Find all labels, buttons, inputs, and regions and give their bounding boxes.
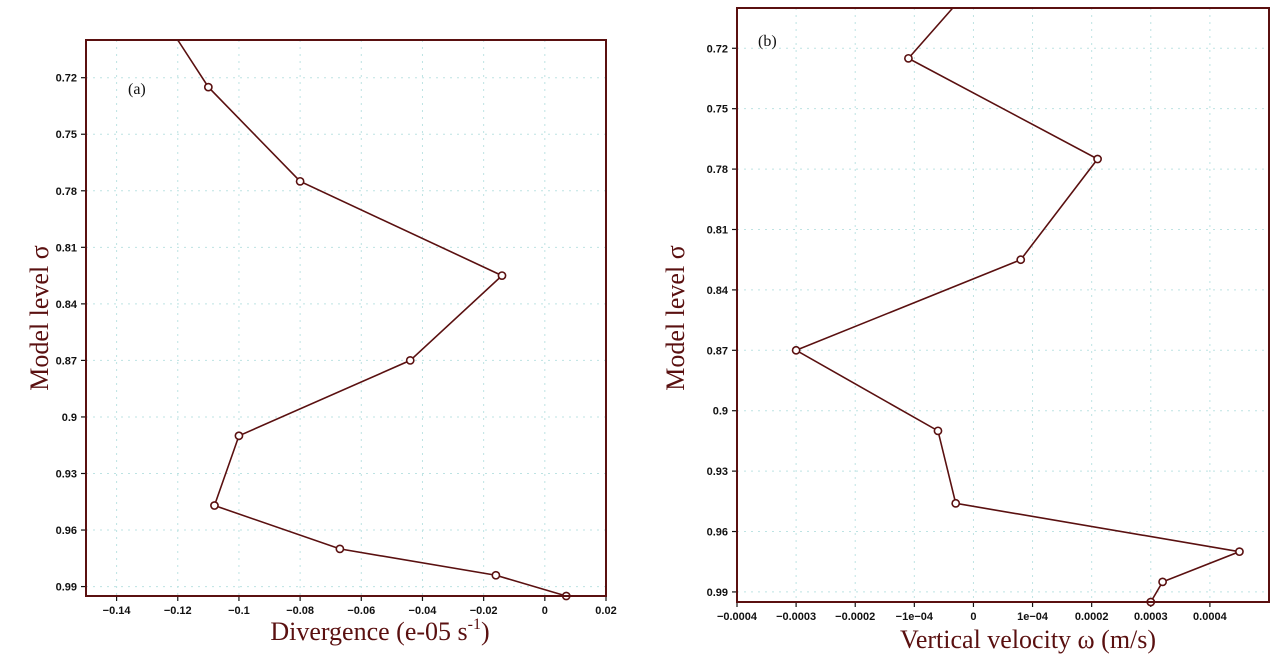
- panel-b-y-tick-label: 0.84: [707, 285, 729, 297]
- panel-a-y-tick-label: 0.81: [56, 242, 77, 254]
- panel-a-y-ticks: 0.72 0.75 0.78 0.81 0.84 0.87 0.9 0.93 0.96 0.99: [56, 73, 86, 594]
- panel-b-series-line: [794, 7, 1243, 603]
- panel-a-data-point: [234, 431, 244, 441]
- panel-b-y-tick-label: 0.78: [707, 164, 728, 176]
- panel-b-y-tick-label: 0.99: [707, 587, 728, 599]
- panel-b-x-tick-label: 0: [970, 611, 976, 623]
- panel-a-y-tick-label: 0.84: [56, 299, 78, 311]
- panel-b-x-axis-title: Vertical velocity ω (m/s): [900, 625, 1156, 654]
- panel-a-y-tick-label: 0.9: [62, 412, 77, 424]
- panel-a-x-tick-label: −0.1: [228, 605, 250, 617]
- panel-b-data-point: [904, 53, 913, 63]
- panel-a-series: [177, 39, 571, 601]
- panel-a-data-point: [203, 82, 213, 92]
- panel-b-y-ticks: 0.72 0.75 0.78 0.81 0.84 0.87 0.9 0.93 0.96 0.99: [707, 43, 737, 599]
- panel-a-x-ticks: −0.14 −0.12 −0.1 −0.08 −0.06 −0.04 −0.02 0 0.02: [103, 596, 617, 617]
- panel-b-data-point: [1093, 154, 1102, 164]
- panel-b-vertical-velocity: −0.0004 −0.0003 −0.0002 −1e−04 0 1e−04 0.0002 0…: [661, 7, 1270, 654]
- panel-b-data-point: [1235, 547, 1244, 557]
- panel-b-series: [791, 7, 1244, 607]
- panel-a-x-tick-label: 0.02: [595, 605, 616, 617]
- panel-b-y-tick-label: 0.81: [707, 224, 728, 236]
- panel-b-grid: [737, 8, 1269, 602]
- panel-b-data-point: [1016, 255, 1026, 265]
- panel-b-y-tick-label: 0.87: [707, 345, 728, 357]
- panel-a-x-tick-label: −0.04: [409, 605, 438, 617]
- panel-b-data-point: [933, 426, 943, 436]
- panel-a-x-tick-label: −0.14: [103, 605, 132, 617]
- panel-b-label: (b): [758, 33, 777, 50]
- panel-a-x-axis-title-superscript: -1: [468, 616, 481, 633]
- panel-a-y-tick-label: 0.99: [56, 582, 77, 594]
- panel-b-data-point: [1158, 577, 1167, 587]
- panel-a-x-axis-title: Divergence (e-05 s-1): [270, 616, 489, 646]
- panel-a-data-point: [335, 544, 345, 554]
- panel-a-grid: [86, 40, 606, 596]
- panel-b-y-tick-label: 0.75: [707, 104, 728, 116]
- panel-b-x-tick-label: 0.0002: [1075, 611, 1109, 623]
- panel-b-y-tick-label: 0.72: [707, 43, 728, 55]
- panel-b-x-tick-label: 0.0003: [1134, 611, 1168, 623]
- panel-a-x-tick-label: 0: [542, 605, 548, 617]
- panel-a-data-point: [405, 356, 415, 365]
- panel-b-x-tick-label: −0.0002: [835, 611, 875, 623]
- panel-b-data-point: [951, 498, 961, 508]
- panel-a-plot-frame: [85, 39, 607, 597]
- panel-a-series-line: [177, 39, 567, 597]
- panel-a-y-tick-label: 0.96: [56, 525, 77, 537]
- panel-a-data-point: [497, 271, 507, 280]
- panel-b-y-tick-label: 0.93: [707, 466, 728, 478]
- panel-a-data-point: [295, 176, 305, 186]
- panel-a-y-tick-label: 0.72: [56, 73, 77, 85]
- panel-a-y-tick-label: 0.75: [56, 129, 77, 141]
- panel-a-x-axis-title-main: Divergence (e-05 s: [270, 617, 467, 646]
- panel-a-divergence: −0.14 −0.12 −0.1 −0.08 −0.06 −0.04 −0.02 0 0.02 …: [25, 39, 617, 646]
- panel-b-x-tick-label: −0.0004: [717, 611, 758, 623]
- panel-b-x-ticks: −0.0004 −0.0003 −0.0002 −1e−04 0 1e−04 0.0002 0…: [717, 602, 1228, 623]
- panel-b-x-tick-label: −1e−04: [896, 611, 934, 623]
- panel-b-x-tick-label: 0.0004: [1193, 611, 1228, 623]
- panel-b-y-tick-label: 0.9: [713, 406, 728, 418]
- panel-b-data-point: [791, 345, 801, 355]
- panel-a-x-axis-title-tail: ): [481, 617, 490, 646]
- panel-a-x-tick-label: −0.06: [347, 605, 375, 617]
- panel-a-data-point: [210, 501, 219, 510]
- panel-a-y-tick-label: 0.78: [56, 186, 77, 198]
- panel-a-label: (a): [128, 81, 146, 98]
- panel-a-y-axis-title: Model level σ: [25, 245, 54, 390]
- panel-b-y-tick-label: 0.96: [707, 527, 728, 539]
- panel-b-y-axis-title: Model level σ: [661, 245, 690, 390]
- panel-a-data-point: [491, 570, 501, 580]
- panel-b-plot-frame: [736, 7, 1270, 603]
- panel-b-x-tick-label: −0.0003: [776, 611, 816, 623]
- panel-a-x-tick-label: −0.08: [286, 605, 314, 617]
- panel-a-x-tick-label: −0.02: [470, 605, 498, 617]
- panel-b-x-tick-label: 1e−04: [1017, 611, 1049, 623]
- panel-a-x-tick-label: −0.12: [164, 605, 192, 617]
- panel-a-y-tick-label: 0.93: [56, 468, 77, 480]
- panel-a-y-tick-label: 0.87: [56, 355, 77, 367]
